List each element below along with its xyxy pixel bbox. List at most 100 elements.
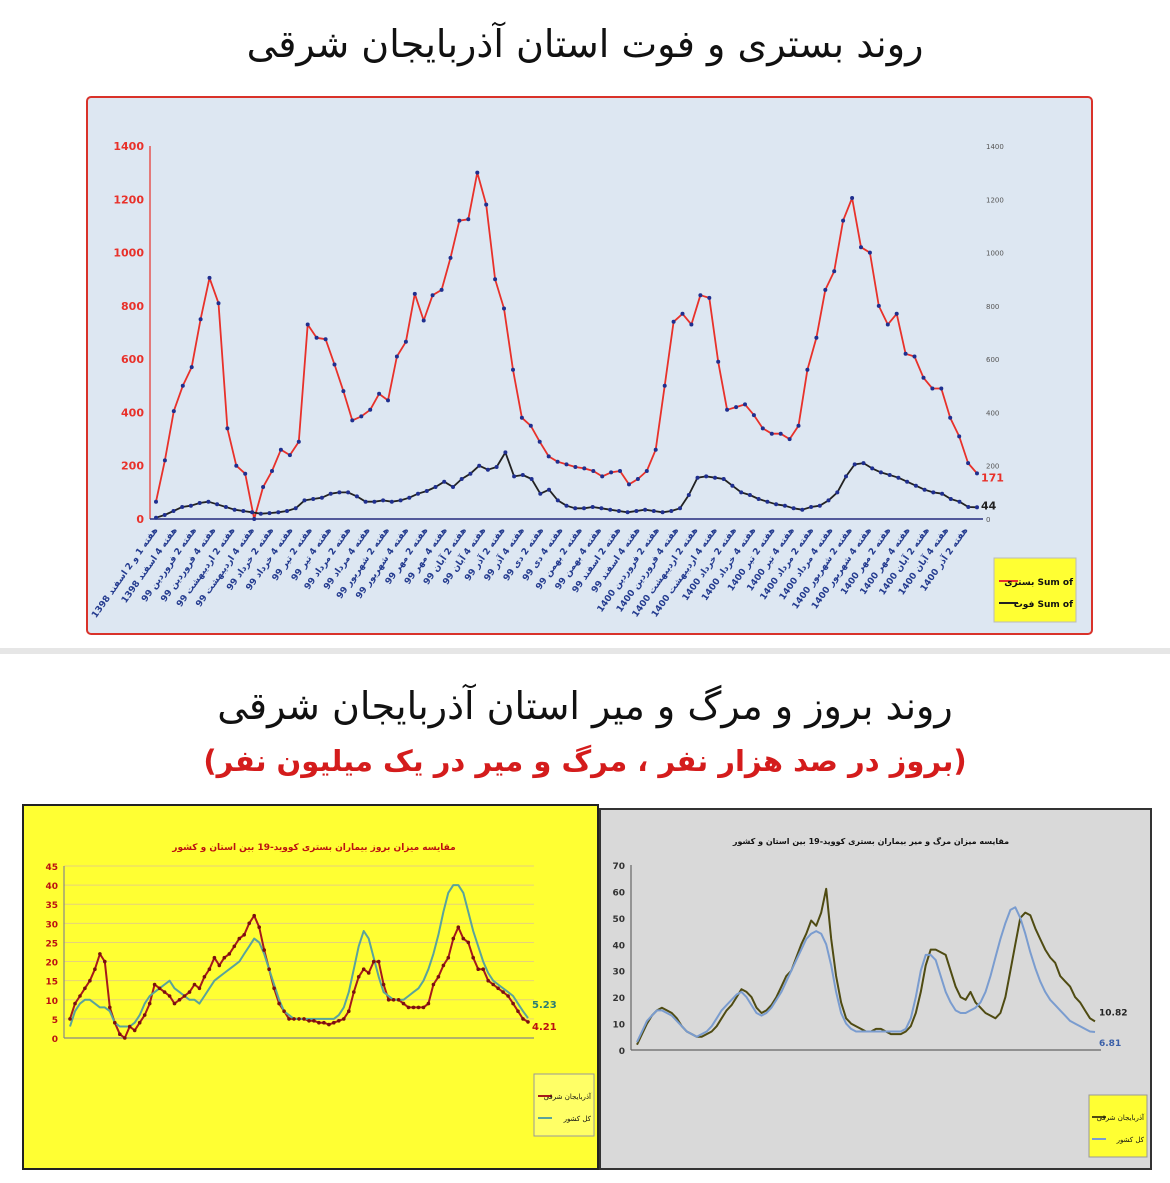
data-point — [721, 477, 726, 481]
data-point — [372, 499, 377, 504]
data-point — [346, 490, 351, 495]
data-point — [957, 434, 962, 439]
data-point — [192, 982, 197, 987]
data-point — [975, 471, 979, 476]
data-point — [421, 1005, 426, 1010]
right-y-tick-label: 600 — [986, 356, 999, 364]
data-point — [823, 287, 828, 292]
data-point — [686, 493, 691, 497]
data-point — [805, 367, 810, 372]
series-line-1 — [636, 887, 1096, 1046]
data-point — [760, 426, 765, 431]
data-point — [704, 474, 709, 479]
data-point — [817, 503, 822, 508]
data-point — [528, 423, 533, 428]
data-point — [459, 477, 464, 481]
legend-label: آذربایجان شرقی — [1097, 1113, 1145, 1122]
data-point — [800, 507, 805, 512]
data-point — [108, 1005, 112, 1010]
data-point — [477, 463, 482, 468]
data-point — [406, 1005, 411, 1010]
end-value-label: 171 — [981, 471, 1004, 484]
data-point — [778, 431, 783, 436]
y-tick-label: 0 — [136, 513, 144, 526]
data-point — [421, 318, 426, 323]
legend-label: آذربایجان شرقی — [544, 1092, 592, 1101]
data-point — [197, 986, 202, 991]
data-point — [98, 952, 102, 956]
hospitalization-death-plot: 1400 1200 1000 800 600 400 200 0 171 44 1400 1200 10… — [90, 140, 1077, 623]
data-point — [171, 509, 176, 513]
data-point — [217, 963, 222, 968]
legend-label: کل کشور — [1116, 1136, 1145, 1144]
data-point — [599, 506, 604, 511]
data-point — [547, 487, 551, 492]
data-point — [870, 466, 875, 471]
legend-label: فوت Sum of — [1014, 600, 1073, 610]
data-point — [386, 398, 390, 403]
data-point — [436, 975, 441, 979]
data-point — [564, 462, 569, 467]
data-point — [319, 495, 324, 500]
data-point — [389, 499, 394, 504]
data-point — [243, 471, 248, 476]
data-point — [247, 921, 251, 926]
data-point — [538, 491, 543, 496]
incidence-comparison-plot: 45 40 35 30 25 20 15 10 5 0 4.21 5.23 مقایسه میزان ب… — [45, 843, 595, 1137]
data-point — [396, 998, 401, 1002]
data-point — [446, 955, 451, 960]
data-point — [439, 287, 444, 292]
data-point — [157, 986, 162, 991]
mortality-comparison-chart: 70 60 50 40 30 20 10 0 10.82 6.81 مقایسه میزان مرگ… — [599, 808, 1152, 1170]
data-point — [608, 507, 613, 512]
data-point — [725, 407, 730, 412]
data-point — [142, 1013, 147, 1017]
data-point — [485, 467, 490, 472]
y-tick-label: 30 — [45, 920, 58, 930]
legend-label: بستری Sum of — [1004, 578, 1073, 588]
data-point — [930, 386, 935, 391]
data-point — [878, 470, 883, 475]
data-point — [350, 418, 355, 423]
data-point — [921, 375, 926, 380]
data-point — [519, 415, 524, 420]
data-point — [171, 409, 176, 414]
data-point — [356, 975, 361, 979]
data-point — [371, 959, 376, 964]
data-point — [287, 1017, 291, 1021]
mortality-comparison-plot: 70 60 50 40 30 20 10 0 10.82 6.81 مقایسه میزان مرگ… — [612, 836, 1148, 1158]
data-point — [261, 485, 266, 489]
data-point — [215, 502, 220, 507]
data-point — [202, 975, 207, 979]
data-point — [341, 389, 346, 394]
data-point — [167, 994, 172, 998]
data-point — [835, 490, 840, 495]
data-point — [582, 506, 586, 511]
data-point — [88, 978, 92, 983]
data-point — [573, 506, 578, 511]
data-point — [634, 509, 639, 513]
data-point — [73, 1001, 77, 1006]
hospitalization-death-chart: 1400 1200 1000 800 600 400 200 0 171 44 1400 1200 10… — [86, 96, 1093, 635]
data-point — [347, 1009, 351, 1013]
data-point — [590, 505, 595, 509]
data-point — [680, 311, 685, 316]
data-point — [132, 1028, 137, 1033]
data-point — [896, 475, 901, 480]
data-point — [189, 365, 194, 370]
data-point — [756, 497, 761, 501]
data-point — [332, 1020, 336, 1025]
data-point — [293, 506, 298, 511]
data-point — [207, 275, 212, 280]
data-point — [237, 936, 242, 941]
y-tick-label: 35 — [45, 901, 58, 911]
right-y-tick-label: 800 — [986, 303, 999, 311]
data-point — [695, 475, 700, 480]
data-point — [713, 475, 717, 480]
data-point — [277, 1001, 281, 1006]
data-point — [730, 483, 735, 488]
data-point — [287, 453, 292, 458]
data-point — [411, 1005, 416, 1010]
y-tick-label: 1400 — [113, 140, 144, 153]
data-point — [859, 245, 863, 250]
